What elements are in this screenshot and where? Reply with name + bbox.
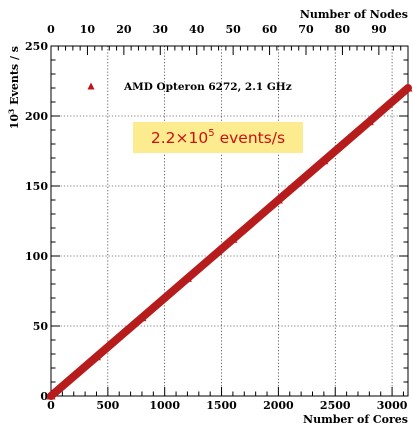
x-bottom-tick-label: 1000 [149,399,180,412]
x-top-tick-label: 80 [335,23,351,36]
y-tick-label: 150 [25,180,48,193]
data-point [137,313,147,322]
data-point [319,156,329,165]
x-bottom-tick-label: 1500 [206,399,237,412]
x-top-tick-label: 20 [116,23,132,36]
data-point [364,117,374,126]
x-bottom-tick-label: 2500 [320,399,351,412]
data-point [91,352,101,361]
data-point [273,195,283,204]
legend-label: AMD Opteron 6272, 2.1 GHz [123,81,292,93]
data-point [403,83,413,92]
y-axis-title-rest: Events / s [8,46,21,109]
plot-frame [50,45,409,397]
legend-marker-triangle [87,82,95,90]
legend: AMD Opteron 6272, 2.1 GHz [87,81,292,93]
rate-annotation-exponent: 5 [208,128,214,139]
x-bottom-tick-label: 500 [96,399,119,412]
y-tick-label: 250 [25,40,48,53]
y-tick-label: 200 [25,110,48,123]
x-bottom-tick-label: 3000 [377,399,408,412]
x-top-tick-label: 70 [298,23,314,36]
rate-annotation-text: 2.2×105 events/s [151,128,285,147]
x-bottom-axis-title: Number of Cores [303,413,408,424]
y-axis-title-exponent: 3 [7,109,16,114]
y-tick-label: 0 [40,390,48,403]
x-bottom-tick-label: 2000 [263,399,294,412]
y-axis-title-base: 10 [8,114,21,130]
y-tick-label: 100 [25,250,48,263]
rate-annotation-base: 2.2×10 [151,129,208,147]
rate-annotation: 2.2×105 events/s [133,122,303,153]
rate-annotation-rest: events/s [215,129,285,147]
data-layer [46,83,413,400]
data-point [46,391,56,400]
x-top-tick-label: 60 [262,23,278,36]
x-top-tick-label: 90 [371,23,387,36]
y-tick-label: 50 [33,320,49,333]
x-top-tick-label: 50 [225,23,241,36]
data-point [182,273,192,282]
y-axis-title: 103 Events / s [7,46,21,129]
x-top-tick-label: 40 [189,23,205,36]
data-point [228,234,238,243]
x-bottom-tick-label: 0 [47,399,55,412]
x-top-tick-label: 30 [153,23,169,36]
rate-annotation-background [133,122,303,153]
x-top-tick-label: 10 [80,23,96,36]
x-top-tick-label: 0 [47,23,55,36]
x-top-axis-title: Number of Nodes [300,8,408,21]
